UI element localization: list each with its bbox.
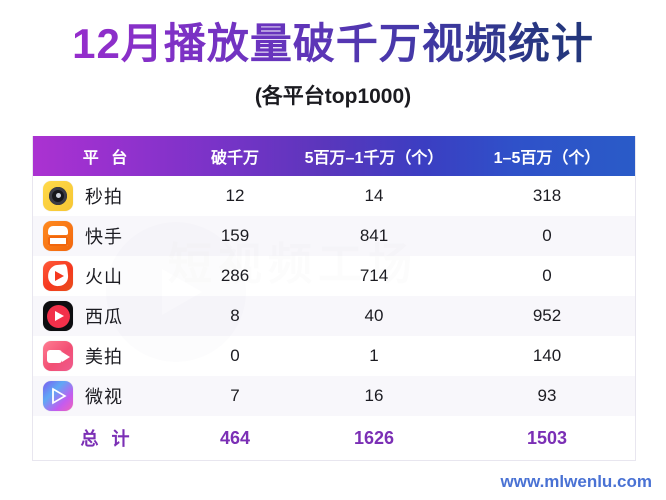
value-over-ten-million: 0 — [230, 346, 240, 365]
value-one-to-five-million: 318 — [532, 186, 562, 205]
platform-cell: 火山 — [33, 261, 181, 291]
column-header-over-ten-million: 破千万 — [210, 150, 259, 167]
platform-cell: 快手 — [33, 221, 181, 251]
table-row: 美拍 0 1 140 — [33, 336, 635, 376]
value-over-ten-million: 286 — [220, 266, 250, 285]
value-five-to-ten-million: 16 — [364, 386, 384, 405]
kuaishou-icon — [43, 221, 73, 251]
platform-cell: 西瓜 — [33, 301, 181, 331]
value-over-ten-million: 8 — [230, 306, 240, 325]
value-one-to-five-million: 140 — [532, 346, 562, 365]
total-one-to-five-million: 1503 — [526, 427, 568, 448]
column-header-five-to-ten-million: 5百万–1千万（个） — [304, 150, 444, 167]
table-header-row: 平 台 破千万 5百万–1千万（个） 1–5百万（个） — [33, 136, 635, 176]
page-title: 12月播放量破千万视频统计 — [0, 20, 666, 68]
value-five-to-ten-million: 40 — [364, 306, 384, 325]
table-row: 西瓜 8 40 952 — [33, 296, 635, 336]
title-block: 12月播放量破千万视频统计 (各平台top1000) — [0, 20, 666, 110]
value-five-to-ten-million: 1 — [369, 346, 379, 365]
platform-cell: 美拍 — [33, 341, 181, 371]
stats-table: 平 台 破千万 5百万–1千万（个） 1–5百万（个） 秒拍 12 14 318… — [32, 136, 636, 461]
play-triangle-icon — [52, 387, 67, 405]
value-five-to-ten-million: 714 — [359, 266, 389, 285]
platform-cell: 秒拍 — [33, 181, 181, 211]
miaopai-icon — [43, 181, 73, 211]
huoshan-icon — [43, 261, 73, 291]
value-over-ten-million: 7 — [230, 386, 240, 405]
platform-name: 火山 — [85, 267, 123, 287]
total-over-ten-million: 464 — [219, 427, 251, 448]
value-over-ten-million: 12 — [225, 186, 245, 205]
weishi-icon — [43, 381, 73, 411]
meipai-icon — [43, 341, 73, 371]
page-subtitle: (各平台top1000) — [254, 85, 412, 109]
column-header-platform: 平 台 — [82, 150, 132, 167]
platform-name: 快手 — [85, 227, 123, 247]
total-five-to-ten-million: 1626 — [353, 427, 395, 448]
platform-name: 美拍 — [85, 347, 123, 367]
value-five-to-ten-million: 841 — [359, 226, 389, 245]
value-one-to-five-million: 0 — [542, 226, 552, 245]
platform-name: 微视 — [85, 387, 123, 407]
platform-cell: 微视 — [33, 381, 181, 411]
total-label: 总 计 — [80, 429, 134, 449]
table-row: 秒拍 12 14 318 — [33, 176, 635, 216]
value-over-ten-million: 159 — [220, 226, 250, 245]
xigua-icon — [43, 301, 73, 331]
table-row: 火山 286 714 0 — [33, 256, 635, 296]
table-total-row: 总 计 464 1626 1503 — [33, 416, 635, 460]
value-one-to-five-million: 952 — [532, 306, 562, 325]
value-one-to-five-million: 0 — [542, 266, 552, 285]
platform-name: 西瓜 — [85, 307, 123, 327]
footer-url: www.mlwenlu.com — [500, 472, 652, 491]
column-header-one-to-five-million: 1–5百万（个） — [493, 150, 601, 167]
table-row: 快手 159 841 0 — [33, 216, 635, 256]
value-five-to-ten-million: 14 — [364, 186, 384, 205]
value-one-to-five-million: 93 — [537, 386, 557, 405]
table-row: 微视 7 16 93 — [33, 376, 635, 416]
platform-name: 秒拍 — [85, 187, 123, 207]
